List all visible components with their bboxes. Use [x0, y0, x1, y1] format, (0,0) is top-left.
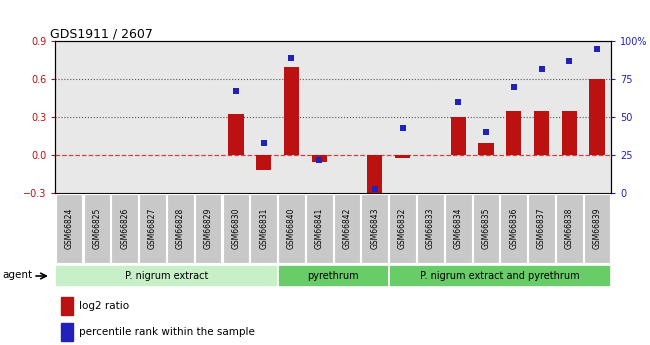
FancyBboxPatch shape [473, 194, 499, 263]
FancyBboxPatch shape [195, 194, 222, 263]
FancyBboxPatch shape [222, 194, 249, 263]
Bar [395, 155, 410, 158]
Text: GSM66826: GSM66826 [120, 208, 129, 249]
Bar [478, 142, 493, 155]
Bar [562, 111, 577, 155]
Text: GDS1911 / 2607: GDS1911 / 2607 [49, 27, 153, 40]
FancyBboxPatch shape [556, 194, 582, 263]
Text: GSM66840: GSM66840 [287, 208, 296, 249]
FancyBboxPatch shape [333, 194, 360, 263]
FancyBboxPatch shape [278, 265, 389, 287]
FancyBboxPatch shape [55, 265, 278, 287]
FancyBboxPatch shape [361, 194, 388, 263]
Bar [534, 111, 549, 155]
FancyBboxPatch shape [250, 194, 277, 263]
FancyBboxPatch shape [111, 194, 138, 263]
FancyBboxPatch shape [528, 194, 555, 263]
FancyBboxPatch shape [56, 194, 83, 263]
Bar [61, 323, 73, 341]
Text: pyrethrum: pyrethrum [307, 271, 359, 281]
Bar [311, 155, 327, 161]
Bar [228, 114, 244, 155]
Text: percentile rank within the sample: percentile rank within the sample [79, 327, 254, 337]
FancyBboxPatch shape [278, 194, 305, 263]
FancyBboxPatch shape [417, 194, 444, 263]
Bar [506, 111, 521, 155]
Text: GSM66825: GSM66825 [92, 208, 101, 249]
Text: GSM66829: GSM66829 [203, 208, 213, 249]
Bar [450, 117, 466, 155]
FancyBboxPatch shape [167, 194, 194, 263]
Bar [367, 155, 382, 196]
Text: GSM66838: GSM66838 [565, 208, 574, 249]
FancyBboxPatch shape [139, 194, 166, 263]
FancyBboxPatch shape [389, 194, 416, 263]
Text: log2 ratio: log2 ratio [79, 301, 129, 311]
Text: P. nigrum extract: P. nigrum extract [125, 271, 208, 281]
Text: GSM66831: GSM66831 [259, 208, 268, 249]
FancyBboxPatch shape [84, 194, 111, 263]
Text: GSM66843: GSM66843 [370, 208, 380, 249]
Text: GSM66828: GSM66828 [176, 208, 185, 249]
Bar [590, 79, 605, 155]
Text: GSM66833: GSM66833 [426, 208, 435, 249]
Text: GSM66835: GSM66835 [482, 208, 491, 249]
Text: GSM66827: GSM66827 [148, 208, 157, 249]
Text: GSM66842: GSM66842 [343, 208, 352, 249]
Text: GSM66834: GSM66834 [454, 208, 463, 249]
FancyBboxPatch shape [500, 194, 527, 263]
Text: agent: agent [3, 270, 33, 280]
Text: P. nigrum extract and pyrethrum: P. nigrum extract and pyrethrum [420, 271, 580, 281]
Text: GSM66832: GSM66832 [398, 208, 407, 249]
Text: GSM66837: GSM66837 [537, 208, 546, 249]
Bar [61, 297, 73, 315]
FancyBboxPatch shape [445, 194, 471, 263]
Text: GSM66841: GSM66841 [315, 208, 324, 249]
Text: GSM66830: GSM66830 [231, 208, 240, 249]
Bar [256, 155, 271, 170]
FancyBboxPatch shape [306, 194, 333, 263]
Text: GSM66839: GSM66839 [593, 208, 602, 249]
Text: GSM66836: GSM66836 [509, 208, 518, 249]
Bar [284, 67, 299, 155]
FancyBboxPatch shape [389, 265, 611, 287]
Text: GSM66824: GSM66824 [64, 208, 73, 249]
FancyBboxPatch shape [584, 194, 610, 263]
